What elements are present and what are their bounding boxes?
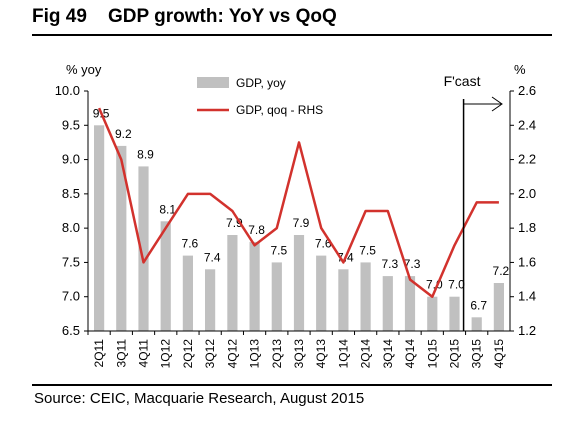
bar-label-3Q15: 6.7 xyxy=(470,298,487,312)
bar-4Q12 xyxy=(227,235,238,331)
legend-swatch-yoy xyxy=(197,77,229,88)
x-tick-label-3Q12: 3Q12 xyxy=(203,339,217,369)
bar-label-3Q12: 7.4 xyxy=(204,250,221,264)
bar-3Q12 xyxy=(205,269,216,331)
y-right-tick-label: 2.0 xyxy=(518,186,536,201)
x-tick-label-2Q12: 2Q12 xyxy=(181,339,195,369)
bar-2Q11 xyxy=(94,125,105,331)
bar-label-2Q14: 7.5 xyxy=(359,243,376,257)
figure-title-text: GDP growth: YoY vs QoQ xyxy=(108,6,337,27)
bar-1Q13 xyxy=(249,241,260,331)
x-tick-label-2Q13: 2Q13 xyxy=(270,339,284,369)
gdp-growth-chart: 9.59.28.98.17.67.47.9 7.87.57.97.67.4 7.57… xyxy=(55,62,536,369)
bar-label-2Q13: 7.5 xyxy=(270,243,287,257)
y-left-tick-label: 8.0 xyxy=(62,220,80,235)
bar-2Q12 xyxy=(182,255,193,331)
bar-1Q12 xyxy=(160,221,171,331)
x-tick-label-3Q15: 3Q15 xyxy=(470,339,484,369)
x-tick-label-2Q14: 2Q14 xyxy=(359,339,373,369)
x-tick-label-1Q14: 1Q14 xyxy=(336,339,350,369)
x-tick-label-3Q11: 3Q11 xyxy=(114,339,128,368)
figure-title: Fig 49 GDP growth: YoY vs QoQ xyxy=(32,6,337,28)
x-tick-label-4Q13: 4Q13 xyxy=(314,339,328,369)
bar-label-2Q15: 7.0 xyxy=(448,278,465,292)
y-left-tick-label: 9.5 xyxy=(62,117,80,132)
forecast-label: F'cast xyxy=(444,73,481,89)
bar-3Q15 xyxy=(471,317,482,331)
legend-label-qoq: GDP, qoq - RHS xyxy=(236,103,323,117)
y-left-tick-label: 9.0 xyxy=(62,152,80,167)
bar-4Q15 xyxy=(493,283,504,331)
forecast-arrow-head xyxy=(491,96,503,112)
bar-3Q13 xyxy=(293,235,305,331)
bar-4Q11 xyxy=(138,166,149,331)
y-left-tick-label: 8.5 xyxy=(62,186,80,201)
bar-label-1Q13: 7.8 xyxy=(248,223,265,237)
bar-2Q13 xyxy=(271,262,282,331)
bar-4Q14 xyxy=(404,276,416,331)
x-tick-label-3Q14: 3Q14 xyxy=(381,339,395,369)
bar-2Q15 xyxy=(449,296,460,331)
x-tick-label-1Q15: 1Q15 xyxy=(425,339,439,369)
bar-1Q14 xyxy=(338,269,349,331)
y-left-tick-label: 6.5 xyxy=(62,323,80,338)
x-tick-label-2Q11: 2Q11 xyxy=(92,339,106,368)
bar-label-4Q11: 8.9 xyxy=(137,147,154,161)
y-right-tick-label: 1.4 xyxy=(518,289,536,304)
bar-2Q14 xyxy=(360,262,371,331)
x-tick-label-1Q12: 1Q12 xyxy=(159,339,173,369)
bar-label-3Q13: 7.9 xyxy=(293,216,310,230)
y-right-axis-title: % xyxy=(514,62,526,77)
source-note: Source: CEIC, Macquarie Research, August… xyxy=(34,390,365,407)
x-tick-label-4Q14: 4Q14 xyxy=(403,339,417,369)
y-right-tick-label: 1.2 xyxy=(518,323,536,338)
bar-label-2Q12: 7.6 xyxy=(182,237,199,251)
bar-3Q14 xyxy=(382,276,393,331)
x-tick-label-3Q13: 3Q13 xyxy=(292,339,306,369)
x-tick-label-1Q13: 1Q13 xyxy=(248,339,262,369)
y-right-tick-label: 1.8 xyxy=(518,220,536,235)
bar-label-1Q12: 8.1 xyxy=(159,202,176,216)
y-right-tick-label: 2.6 xyxy=(518,83,536,98)
x-tick-label-4Q11: 4Q11 xyxy=(137,339,151,368)
legend-label-yoy: GDP, yoy xyxy=(236,76,286,90)
source-rule xyxy=(32,384,552,386)
y-left-tick-label: 7.0 xyxy=(62,289,80,304)
y-left-axis-title: % yoy xyxy=(66,62,102,77)
bar-1Q15 xyxy=(427,296,438,331)
bar-3Q11 xyxy=(116,145,127,331)
y-left-tick-label: 10.0 xyxy=(55,83,80,98)
figure-number: Fig 49 xyxy=(32,6,87,27)
bar-label-3Q11: 9.2 xyxy=(115,127,132,141)
x-tick-label-2Q15: 2Q15 xyxy=(447,339,461,369)
bar-label-4Q15: 7.2 xyxy=(493,264,510,278)
title-rule xyxy=(32,34,552,36)
bar-4Q13 xyxy=(316,255,327,331)
y-right-tick-label: 2.4 xyxy=(518,117,536,132)
y-right-tick-label: 1.6 xyxy=(518,254,536,269)
bar-label-4Q14: 7.3 xyxy=(404,257,421,271)
y-left-tick-label: 7.5 xyxy=(62,254,80,269)
x-tick-label-4Q15: 4Q15 xyxy=(492,339,506,369)
y-right-tick-label: 2.2 xyxy=(518,152,536,167)
bar-label-3Q14: 7.3 xyxy=(381,257,398,271)
qoq-line xyxy=(97,107,499,298)
x-tick-label-4Q12: 4Q12 xyxy=(225,339,239,369)
